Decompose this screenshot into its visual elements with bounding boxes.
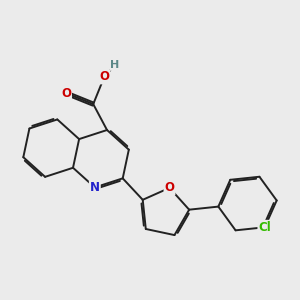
Text: O: O xyxy=(99,70,109,83)
Text: Cl: Cl xyxy=(258,221,271,234)
Text: H: H xyxy=(110,60,120,70)
Text: N: N xyxy=(90,181,100,194)
Text: O: O xyxy=(61,87,71,100)
Text: O: O xyxy=(164,182,175,194)
